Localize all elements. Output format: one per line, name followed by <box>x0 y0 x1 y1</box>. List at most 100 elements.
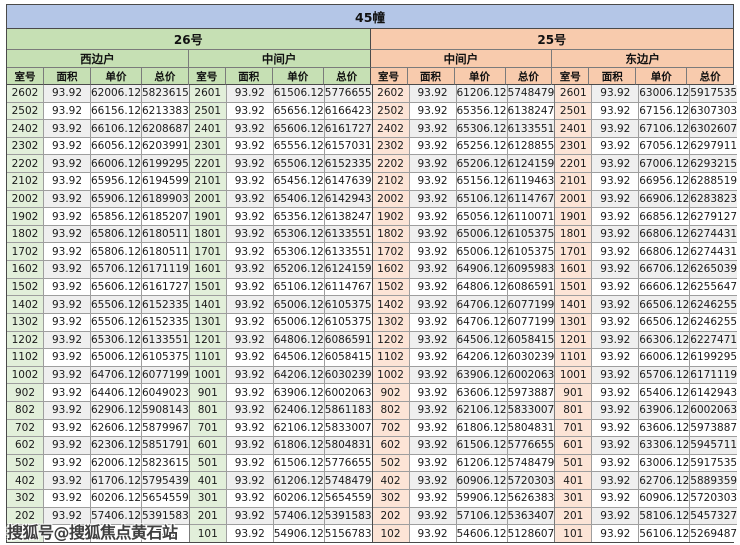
cell-total: 6002063 <box>507 369 555 382</box>
cell-area: 93.92 <box>44 384 91 401</box>
cell-price: 62106.12 <box>274 419 325 437</box>
cell-area: 93.92 <box>410 190 457 208</box>
column-header-total: 总价 <box>323 68 370 85</box>
cell-total: 6124159 <box>507 157 555 170</box>
column-header-area: 面积 <box>225 68 273 85</box>
table-row: 301 93.92 60206.12 5654559 <box>189 490 372 508</box>
cell-price: 61706.12 <box>91 472 142 490</box>
cell-area: 93.92 <box>592 401 640 419</box>
cell-area: 93.92 <box>44 120 91 137</box>
cell-total: 6180511 <box>142 228 189 241</box>
cell-area: 93.92 <box>592 366 640 384</box>
cell-area: 93.92 <box>227 454 274 472</box>
cell-room: 1101 <box>555 349 593 366</box>
cell-room: 201 <box>189 507 227 525</box>
cell-price: 65556.12 <box>274 137 325 155</box>
column-header-row: 室号 面积 单价 总价 室号 面积 单价 总价 室号 面积 单价 总价 室号 面积 单价 总价 <box>7 68 733 85</box>
cell-total: 6095983 <box>507 263 555 276</box>
cell-area: 93.92 <box>227 437 274 454</box>
column-header-section: 室号 面积 单价 总价 <box>370 68 553 85</box>
cell-price: 65656.12 <box>274 102 325 120</box>
cell-area: 93.92 <box>592 419 640 437</box>
cell-price: 62406.12 <box>274 401 325 419</box>
table-row: 1802 93.92 65806.12 6180511 <box>7 225 189 244</box>
cell-area: 93.92 <box>410 155 457 173</box>
table-row: 2101 93.92 66956.12 6288519 <box>555 173 738 191</box>
cell-price: 65906.12 <box>91 190 142 208</box>
cell-total: 6049023 <box>142 386 189 399</box>
cell-total: 5156783 <box>324 527 372 540</box>
cell-total: 6274431 <box>690 245 738 258</box>
cell-price: 65856.12 <box>91 208 142 225</box>
table-row: 502 93.92 61206.12 5748479 <box>372 454 555 473</box>
cell-room: 701 <box>189 419 227 437</box>
cell-area: 93.92 <box>44 437 91 454</box>
table-row: 1601 93.92 66706.12 6265039 <box>555 261 738 279</box>
cell-area: 93.92 <box>410 437 457 454</box>
cell-area: 93.92 <box>227 85 274 102</box>
table-row: 901 93.92 63906.12 6002063 <box>189 384 372 402</box>
table-row: 1901 93.92 65356.12 6138247 <box>189 208 372 226</box>
cell-price: 61206.12 <box>457 85 508 102</box>
table-row: 1101 93.92 66006.12 6199295 <box>555 349 738 367</box>
cell-total: 5720303 <box>690 492 738 505</box>
cell-area: 93.92 <box>410 507 457 525</box>
cell-area: 93.92 <box>44 190 91 208</box>
cell-price: 66106.12 <box>91 120 142 137</box>
cell-room: 2302 <box>7 137 44 155</box>
table-row: 201 93.92 57406.12 5391583 <box>189 507 372 526</box>
cell-total: 5823615 <box>142 457 189 470</box>
table-row: 401 93.92 61206.12 5748479 <box>189 472 372 491</box>
cell-room: 2202 <box>7 155 44 173</box>
table-row: 1602 93.92 65706.12 6171119 <box>7 261 189 279</box>
cell-room: 2502 <box>372 102 410 120</box>
cell-room: 2301 <box>189 137 227 155</box>
cell-price: 61506.12 <box>274 85 325 102</box>
cell-room: 101 <box>189 525 227 542</box>
cell-total: 743 <box>155 527 176 540</box>
table-section-26号-中间户: 2601 93.92 61506.12 5776655 2501 93.92 65656.1… <box>189 85 373 542</box>
cell-price: 63906.12 <box>274 384 325 401</box>
cell-price: 62606.12 <box>91 419 142 437</box>
cell-total: 6142943 <box>690 386 738 399</box>
cell-room: 1201 <box>555 331 593 349</box>
cell-area: 93.92 <box>410 331 457 349</box>
cell-room: 1902 <box>372 208 410 225</box>
cell-total: 6105375 <box>507 245 555 258</box>
cell-room: 1901 <box>555 208 593 225</box>
cell-room: 702 <box>7 419 44 437</box>
cell-total: 6142943 <box>324 192 372 205</box>
cell-room: 1201 <box>189 331 227 349</box>
table-row: 2201 93.92 65506.12 6152335 <box>189 155 372 174</box>
table-row: 2102 93.92 65956.12 6194599 <box>7 173 189 191</box>
cell-total: 5833007 <box>507 404 555 417</box>
cell-room: 402 <box>7 472 44 490</box>
table-row: 802 93.92 62106.12 5833007 <box>372 401 555 420</box>
cell-price: 60906.12 <box>457 472 508 490</box>
cell-room: 2202 <box>372 155 410 173</box>
cell-price: 66156.12 <box>91 102 142 120</box>
cell-total: 5748479 <box>507 87 555 100</box>
cell-price: 62306.12 <box>91 437 142 454</box>
cell-area: 93.92 <box>410 225 457 243</box>
cell-price: 67156.12 <box>639 102 691 120</box>
cell-total: 5917535 <box>690 457 738 470</box>
cell-total: 6255647 <box>690 281 738 293</box>
cell-price: 65606.12 <box>274 120 325 137</box>
cell-room: 1002 <box>372 366 410 384</box>
cell-area: 93.92 <box>227 384 274 401</box>
table-row: 2401 93.92 65606.12 6161727 <box>189 120 372 138</box>
table-row: 301 93.92 60906.12 5720303 <box>555 490 738 508</box>
table-row: 602 93.92 62306.12 5851791 <box>7 437 189 455</box>
cell-area: 93.92 <box>592 120 640 137</box>
cell-total: 6208687 <box>142 122 189 135</box>
cell-room: 1502 <box>7 278 44 296</box>
cell-total: 6133551 <box>324 228 372 241</box>
column-header-price: 单价 <box>91 68 142 85</box>
cell-total: 6189903 <box>142 192 189 205</box>
cell-room: 602 <box>372 437 410 454</box>
cell-total: 5363407 <box>507 509 555 522</box>
table-row: 701 93.92 62106.12 5833007 <box>189 419 372 438</box>
cell-room: 2402 <box>372 120 410 137</box>
cell-total: 5776655 <box>324 457 372 470</box>
